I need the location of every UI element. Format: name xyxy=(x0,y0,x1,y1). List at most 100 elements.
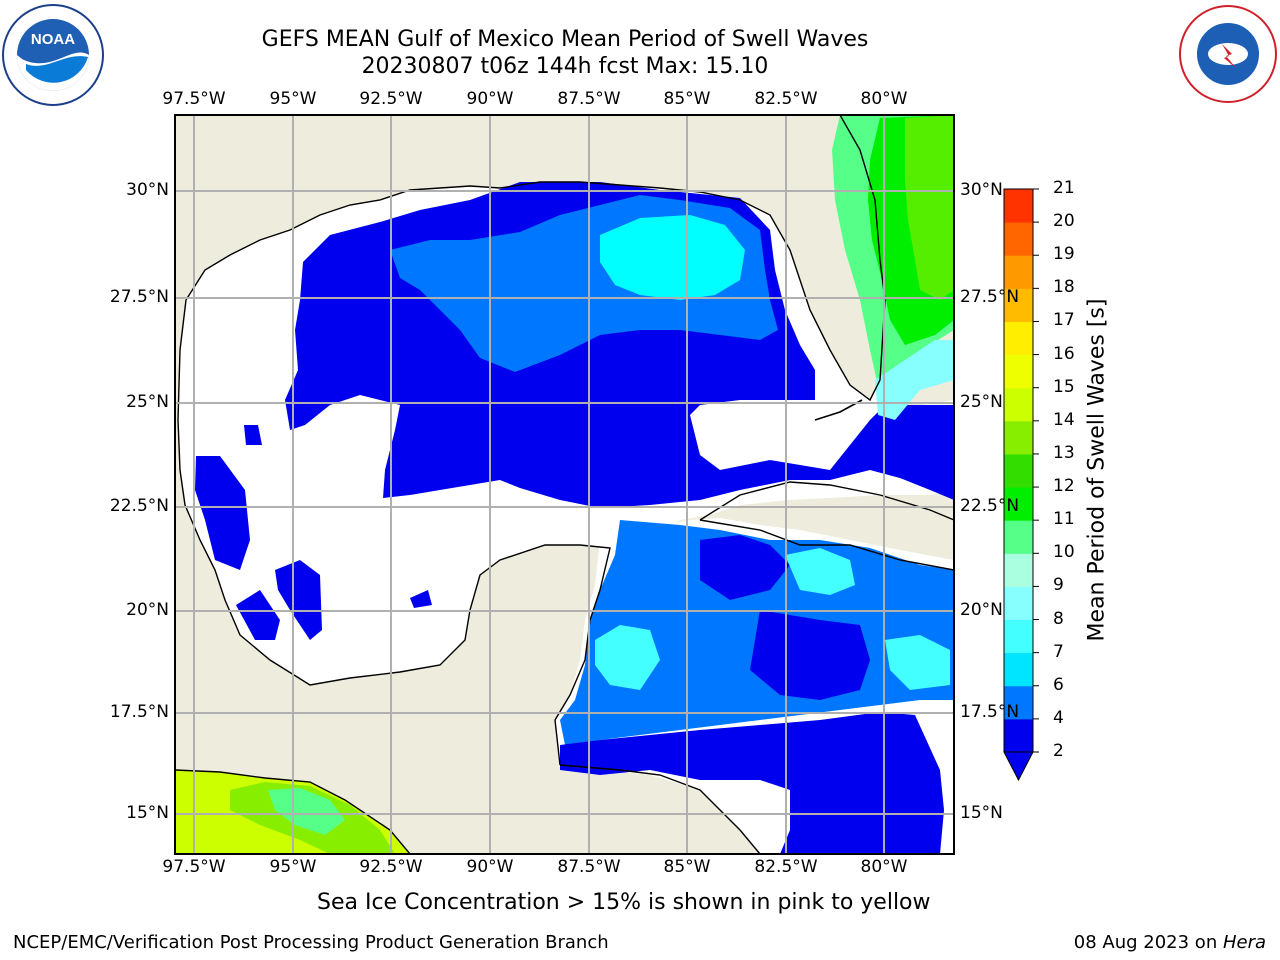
lat-label-right: 20°N xyxy=(960,600,1003,620)
colorbar-band xyxy=(1004,288,1033,322)
colorbar-label: Mean Period of Swell Waves [s] xyxy=(1084,298,1110,642)
noaa-logo: NOAA xyxy=(2,4,104,106)
colorbar-tick-label: 7 xyxy=(1053,641,1064,662)
colorbar-tick-label: 9 xyxy=(1053,575,1064,596)
lon-label-top: 87.5°W xyxy=(557,89,621,109)
colorbar-band xyxy=(1004,321,1033,356)
lat-label-left: 17.5°N xyxy=(109,702,169,722)
colorbar-band xyxy=(1004,619,1033,654)
lon-label-bottom: 87.5°W xyxy=(557,857,621,877)
colorbar-tick-label: 14 xyxy=(1053,409,1075,430)
lat-label-right: 25°N xyxy=(960,392,1003,412)
swell-region-7s-keys xyxy=(875,340,954,420)
colorbar-frame xyxy=(1003,188,1034,753)
colorbar-tick-label: 21 xyxy=(1053,178,1075,198)
colorbar-tick-label: 11 xyxy=(1053,509,1075,530)
colorbar-tick-label: 4 xyxy=(1053,707,1064,728)
svg-text:NOAA: NOAA xyxy=(31,31,75,48)
lon-label-top: 82.5°W xyxy=(754,89,818,109)
colorbar-tick-label: 16 xyxy=(1053,343,1075,364)
lon-label-bottom: 82.5°W xyxy=(754,857,818,877)
lat-label-right: 27.5°N xyxy=(960,287,1020,307)
colorbar-tick-label: 10 xyxy=(1053,542,1075,563)
swell-region-6s-caribbean-east xyxy=(885,635,950,690)
lon-label-top: 90°W xyxy=(466,89,514,109)
chart-title: GEFS MEAN Gulf of Mexico Mean Period of … xyxy=(261,27,869,52)
colorbar-band xyxy=(1004,420,1033,455)
lon-label-top: 92.5°W xyxy=(359,89,423,109)
swell-region-10s-pacific xyxy=(268,788,345,835)
colorbar-band xyxy=(1004,487,1033,521)
colorbar-tick-label: 12 xyxy=(1053,476,1075,497)
swell-region-7s-caribbean-ne xyxy=(785,548,855,595)
colorbar-band xyxy=(1004,354,1033,389)
colorbar-tick-label: 17 xyxy=(1053,310,1075,331)
colorbar-band xyxy=(1004,553,1033,587)
swell-region-2s-caribbean-east xyxy=(750,610,870,700)
colorbar-band xyxy=(1004,685,1033,720)
lon-label-bottom: 90°W xyxy=(466,857,514,877)
lon-label-top: 85°W xyxy=(663,89,711,109)
colorbar-band xyxy=(1004,652,1033,687)
map-plot-area xyxy=(175,115,954,854)
colorbar xyxy=(1003,188,1039,782)
footer-date-text: 08 Aug 2023 on xyxy=(1073,932,1223,953)
lat-label-right: 17.5°N xyxy=(960,702,1020,722)
colorbar-tick-label: 18 xyxy=(1053,277,1075,298)
lat-label-left: 30°N xyxy=(126,180,169,200)
colorbar-band xyxy=(1004,520,1033,554)
swell-region-11s-atlantic xyxy=(905,115,954,300)
lat-label-left: 25°N xyxy=(126,392,169,412)
swell-patch-west-4 xyxy=(244,425,262,445)
swell-region-6s xyxy=(600,215,745,300)
lat-label-left: 20°N xyxy=(126,600,169,620)
coastline-central-america xyxy=(559,764,761,854)
footer-host: Hera xyxy=(1222,932,1266,953)
colorbar-tick-label: 19 xyxy=(1053,244,1075,265)
sea-ice-note: Sea Ice Concentration > 15% is shown in … xyxy=(317,890,931,915)
nws-logo xyxy=(1178,4,1278,104)
colorbar-band xyxy=(1004,453,1033,488)
lat-label-left: 27.5°N xyxy=(109,287,169,307)
colorbar-tick-label: 6 xyxy=(1053,674,1064,695)
colorbar-band xyxy=(1004,189,1033,223)
colorbar-tick-label: 8 xyxy=(1053,608,1064,629)
footer-date: 08 Aug 2023 on Hera xyxy=(1074,932,1266,953)
colorbar-tick-label: 20 xyxy=(1053,211,1075,232)
lon-label-bottom: 95°W xyxy=(269,857,317,877)
swell-region-2s-caribbean xyxy=(560,712,944,854)
colorbar-band xyxy=(1004,586,1033,621)
colorbar-tick-label: 2 xyxy=(1053,741,1064,761)
colorbar-band xyxy=(1004,718,1033,753)
colorbar-band xyxy=(1004,255,1033,289)
swell-region-6s-caribbean xyxy=(595,625,660,690)
colorbar-extend-arrow xyxy=(1003,751,1034,782)
coastline-cuba xyxy=(699,481,954,571)
swell-patch-west-1 xyxy=(195,456,250,570)
lon-label-bottom: 85°W xyxy=(663,857,711,877)
colorbar-band xyxy=(1004,387,1033,422)
map-frame xyxy=(174,114,955,855)
lat-label-right: 22.5°N xyxy=(960,496,1020,516)
colorbar-band xyxy=(1004,222,1033,256)
lat-label-left: 22.5°N xyxy=(109,496,169,516)
swell-patch-west-3 xyxy=(236,590,280,640)
swell-patch-west-2 xyxy=(275,560,322,640)
footer-credit: NCEP/EMC/Verification Post Processing Pr… xyxy=(13,932,609,953)
lon-label-bottom: 80°W xyxy=(860,857,908,877)
lat-label-right: 15°N xyxy=(960,803,1003,823)
swell-patch-west-5 xyxy=(410,590,432,608)
colorbar-tick-label: 15 xyxy=(1053,376,1075,397)
lon-label-top: 95°W xyxy=(269,89,317,109)
lon-label-top: 80°W xyxy=(860,89,908,109)
chart-subtitle: 20230807 t06z 144h fcst Max: 15.10 xyxy=(361,54,769,79)
colorbar-tick-label: 13 xyxy=(1053,442,1075,463)
lon-label-bottom: 97.5°W xyxy=(162,857,226,877)
graticule xyxy=(175,115,954,854)
lon-label-bottom: 92.5°W xyxy=(359,857,423,877)
lat-label-left: 15°N xyxy=(126,803,169,823)
lat-label-right: 30°N xyxy=(960,180,1003,200)
lon-label-top: 97.5°W xyxy=(162,89,226,109)
swell-region-2s-cayman xyxy=(700,535,790,600)
